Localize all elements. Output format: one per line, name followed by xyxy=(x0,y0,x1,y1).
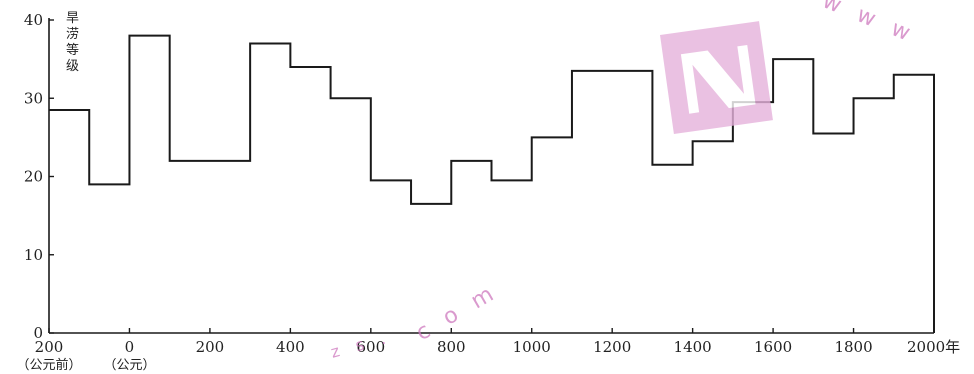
y-axis-label-char-0: 旱 xyxy=(66,11,79,26)
x-tick-label-2000: 2000年 xyxy=(907,338,960,356)
series xyxy=(49,34,935,333)
x-tick-label-200: 200 xyxy=(35,338,64,356)
x-tick-label-600: 600 xyxy=(356,338,385,356)
x-tick-sublabel-0: （公元） xyxy=(103,358,155,373)
y-tick-label-20: 20 xyxy=(24,168,43,186)
drought-flood-step-line xyxy=(49,34,935,333)
x-tick-label-0: 0 xyxy=(125,338,135,356)
x-tick-label-1200: 1200 xyxy=(593,338,631,356)
x-tick-label-400: 400 xyxy=(276,338,305,356)
y-axis-label-char-3: 级 xyxy=(66,59,79,74)
y-tick-label-40: 40 xyxy=(24,11,43,29)
x-tick-sublabel--200: （公元前） xyxy=(16,357,81,373)
y-axis-label-char-2: 等 xyxy=(66,42,79,58)
y-tick-label-10: 10 xyxy=(24,246,43,264)
y-axis-label-char-1: 涝 xyxy=(66,26,79,42)
x-tick-label-1800: 1800 xyxy=(834,338,872,356)
x-tick-label-1600: 1600 xyxy=(754,338,792,356)
x-tick-label-1400: 1400 xyxy=(674,338,712,356)
x-tick-label-1000: 1000 xyxy=(513,338,551,356)
y-tick-label-30: 30 xyxy=(24,89,43,107)
axes xyxy=(48,18,934,334)
y-tick-label-0: 0 xyxy=(33,324,43,342)
x-tick-label-800: 800 xyxy=(437,338,466,356)
x-tick-label-200: 200 xyxy=(196,338,225,356)
watermark-logo xyxy=(660,21,773,135)
